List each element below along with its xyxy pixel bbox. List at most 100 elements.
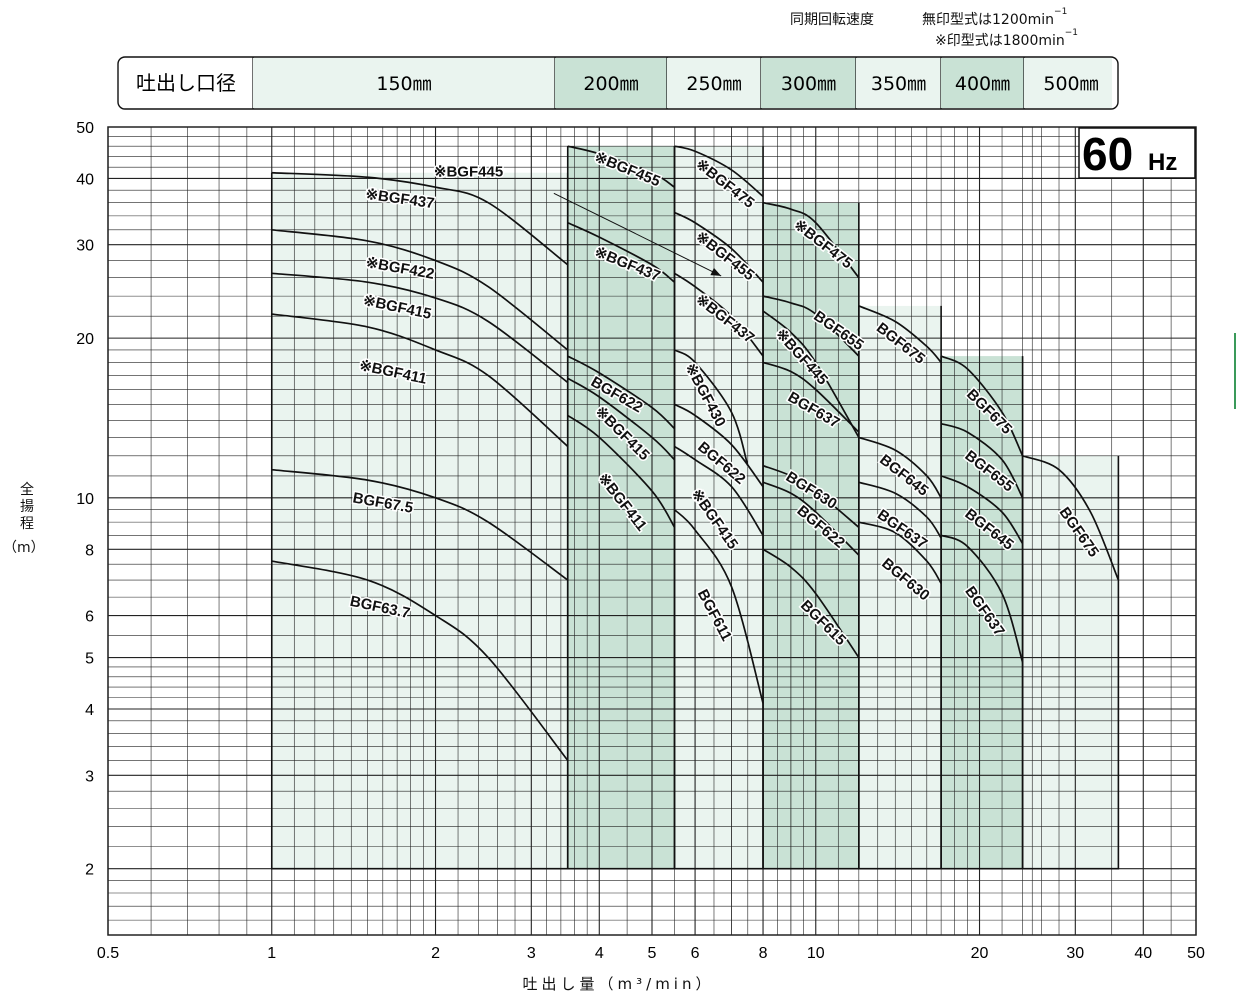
x-tick-label: 10 — [807, 945, 825, 962]
bore-header: 吐出し口径 150㎜ 200㎜ 250㎜ 300㎜ 350㎜ 400㎜ 500㎜ — [117, 56, 1119, 110]
curve-bgf63-7 — [271, 560, 569, 761]
y-tick-label: 8 — [85, 542, 94, 559]
header-bore-label: 150㎜ — [376, 73, 431, 95]
y-tick-label: 3 — [85, 768, 94, 785]
curve-bgf430 — [674, 349, 749, 466]
header-cell — [856, 58, 941, 108]
curve-bgf615 — [762, 548, 860, 659]
curve-bgf622 — [567, 355, 676, 430]
header-bore-label: 500㎜ — [1043, 73, 1098, 95]
header-bore-label: 200㎜ — [583, 73, 638, 95]
curve-bgf622 — [674, 403, 764, 488]
y-axis-label: 全 揚 程 — [16, 482, 38, 533]
x-tick-label: 0.5 — [97, 945, 119, 962]
y-axis-unit: （m） — [3, 540, 45, 556]
y-tick-label: 50 — [76, 120, 94, 137]
curve-bgf415 — [271, 272, 569, 384]
header-cell — [555, 58, 667, 108]
y-tick-label: 40 — [76, 171, 94, 188]
header-bore-label: 400㎜ — [955, 73, 1010, 95]
y-tick-label: 5 — [85, 651, 94, 668]
curve-bgf437 — [271, 171, 569, 266]
curve-bgf675 — [1022, 455, 1120, 581]
curve-bgf475 — [674, 145, 764, 198]
curve-bgf637 — [762, 361, 860, 433]
annotation-arrow-head — [710, 267, 722, 276]
curve-label: ※BGF445 — [434, 164, 503, 181]
y-tick-label: 4 — [85, 702, 94, 719]
x-tick-label: 5 — [648, 945, 657, 962]
curve-bgf637 — [940, 534, 1024, 663]
curve-bgf655 — [940, 422, 1024, 499]
y-axis-label-char: 全 — [20, 482, 34, 498]
grid-lines — [107, 126, 1197, 935]
header-bore-label: 300㎜ — [781, 73, 836, 95]
y-tick-label: 2 — [85, 862, 94, 879]
curve-bgf611 — [673, 509, 764, 704]
header-label: 吐出し口径 — [136, 71, 236, 95]
header-cell — [1024, 58, 1112, 108]
frequency-badge: 60 Hz — [1078, 127, 1196, 180]
page-edge-marker — [1234, 333, 1236, 409]
curve-bgf415 — [567, 377, 676, 461]
bore-band — [271, 172, 568, 869]
speed-unmarked-note: 無印型式は1200min−1 — [922, 7, 1068, 28]
badge-box — [1078, 127, 1196, 179]
curve-bgf645 — [858, 436, 942, 499]
x-tick-label: 20 — [971, 945, 989, 962]
curve-bgf411 — [271, 313, 569, 448]
y-tick-label: 10 — [76, 491, 94, 508]
curve-bgf422 — [271, 228, 569, 351]
header-bore-label: 350㎜ — [871, 73, 926, 95]
header-cell — [761, 58, 856, 108]
axis-tick-labels: 0.5 1 2 3 4 5 6 8 10 20 30 40 50 2 3 4 5 6 8 10 20 30 40 50 — [76, 120, 1205, 962]
header-cell — [941, 58, 1024, 108]
x-tick-label: 50 — [1187, 945, 1205, 962]
y-tick-label: 20 — [76, 331, 94, 348]
badge-unit: Hz — [1148, 149, 1177, 176]
band-outline — [1021, 455, 1120, 870]
curve-bgf67-5 — [271, 468, 569, 581]
speed-marked-sup: −1 — [1064, 28, 1079, 38]
x-tick-label: 8 — [759, 945, 768, 962]
plot-frame — [107, 126, 1197, 936]
speed-unmarked-sup: −1 — [1054, 7, 1068, 17]
curve-bgf415 — [674, 445, 764, 536]
curve-bgf622 — [762, 481, 860, 556]
curve-bgf645 — [940, 475, 1024, 545]
header-cell — [253, 58, 555, 108]
y-tick-label: 6 — [85, 609, 94, 626]
curve-bgf437 — [567, 221, 676, 283]
curve-bgf455 — [567, 145, 675, 188]
x-tick-label: 2 — [431, 945, 440, 962]
x-tick-label: 6 — [691, 945, 700, 962]
performance-curves — [271, 145, 1120, 761]
curve-bgf630 — [858, 521, 942, 584]
header-cell — [667, 58, 761, 108]
bore-band — [567, 146, 675, 869]
x-tick-label: 3 — [527, 945, 536, 962]
y-tick-label: 30 — [76, 238, 94, 255]
annotation-arrow-line — [553, 192, 722, 277]
curve-bgf675 — [858, 305, 942, 363]
speed-marked-note: ※印型式は1800min−1 — [935, 28, 1079, 49]
curve-bgf475 — [762, 201, 860, 279]
bore-band — [763, 202, 859, 869]
curve-bgf437 — [674, 272, 764, 357]
x-tick-label: 1 — [267, 945, 276, 962]
x-tick-label: 40 — [1134, 945, 1152, 962]
curve-bgf445 — [762, 310, 860, 438]
curve-bgf675 — [940, 355, 1024, 457]
plot-border — [107, 126, 1197, 936]
x-tick-label: 4 — [595, 945, 604, 962]
curve-bgf411 — [567, 414, 676, 528]
bore-band — [1022, 455, 1119, 869]
curve-bgf455 — [674, 211, 764, 283]
speed-title: 同期回転速度 — [790, 12, 874, 28]
curve-bgf655 — [762, 295, 860, 357]
badge-value: 60 — [1082, 128, 1133, 180]
y-axis-label-char: 程 — [20, 516, 34, 532]
curve-bgf630 — [762, 464, 860, 528]
y-axis-label-char: 揚 — [20, 499, 34, 515]
